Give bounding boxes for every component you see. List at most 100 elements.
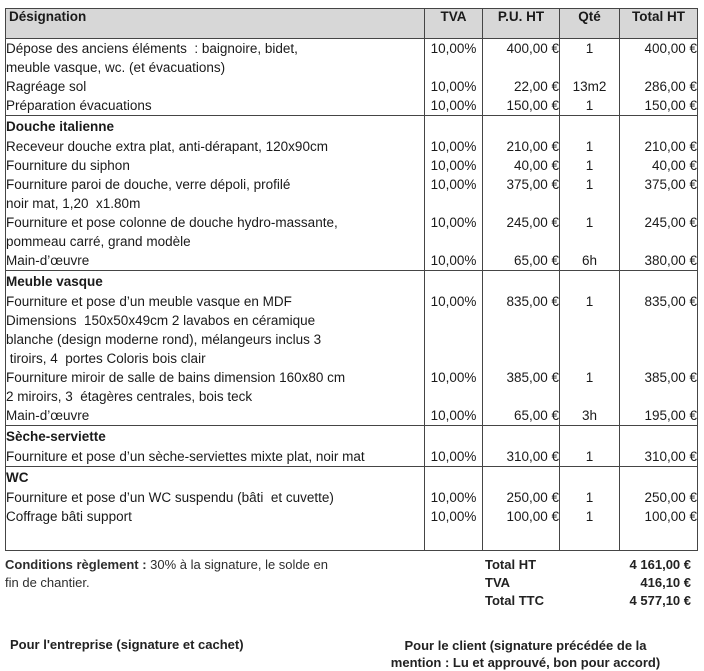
unit-price-cell: 65,00 € xyxy=(482,251,560,271)
column-header-total-ht: Total HT xyxy=(619,8,698,39)
line-total-cell: 385,00 € xyxy=(619,368,698,406)
designation-cell: Fourniture paroi de douche, verre dépoli… xyxy=(5,175,425,213)
designation-line: tiroirs, 4 portes Coloris bois clair xyxy=(6,351,206,366)
item-row: Dépose des anciens éléments : baignoire,… xyxy=(5,38,698,77)
designation-line: meuble vasque, wc. (et évacuations) xyxy=(6,60,226,75)
item-row: Fourniture et pose colonne de douche hyd… xyxy=(5,213,698,251)
item-row: Coffrage bâti support 10,00% 100,00 €1 100,… xyxy=(5,507,698,526)
unit-price-cell: 22,00 € xyxy=(482,77,560,96)
designation-cell: Dépose des anciens éléments : baignoire,… xyxy=(5,38,425,77)
empty-total-cell xyxy=(619,526,698,550)
designation-line: 2 miroirs, 3 étagères centrales, bois te… xyxy=(6,389,253,404)
line-total-cell: 210,00 € xyxy=(619,137,698,156)
tva-cell: 10,00% xyxy=(424,488,483,507)
quantity-cell: 13m2 xyxy=(559,77,620,96)
total-ttc-label: Total TTC xyxy=(485,593,544,608)
line-total-cell: 400,00 € xyxy=(619,38,698,77)
empty-tva-cell xyxy=(424,466,483,488)
unit-price-cell: 385,00 € xyxy=(482,368,560,406)
unit-price-cell: 400,00 € xyxy=(482,38,560,77)
unit-price-cell: 835,00 € xyxy=(482,292,560,368)
line-total-cell: 100,00 € xyxy=(619,507,698,526)
quantity-cell: 1 xyxy=(559,38,620,77)
unit-price-cell: 245,00 € xyxy=(482,213,560,251)
empty-qte-cell xyxy=(559,526,620,550)
empty-total-cell xyxy=(619,115,698,137)
quantity-cell: 1 xyxy=(559,292,620,368)
quantity-cell: 6h xyxy=(559,251,620,271)
tva-cell: 10,00% xyxy=(424,38,483,77)
tva-cell: 10,00% xyxy=(424,96,483,116)
quantity-cell: 1 xyxy=(559,96,620,116)
payment-terms-text: 30% à la signature, le solde en xyxy=(146,557,328,572)
designation-line: Ragréage sol xyxy=(6,79,87,94)
item-row: Fourniture et pose d’un meuble vasque en… xyxy=(5,292,698,368)
total-ht-value: 4 161,00 € xyxy=(629,557,691,572)
totals-block: Total HT 4 161,00 € TVA 416,10 € Total T… xyxy=(485,556,691,610)
tva-label: TVA xyxy=(485,575,511,590)
item-row: Fourniture et pose d’un WC suspendu (bât… xyxy=(5,488,698,507)
empty-total-cell xyxy=(619,466,698,488)
empty-tva-cell xyxy=(424,115,483,137)
designation-line: Préparation évacuations xyxy=(6,98,152,113)
tva-cell: 10,00% xyxy=(424,507,483,526)
item-row: Fourniture et pose d’un sèche-serviettes… xyxy=(5,447,698,467)
empty-pu-cell xyxy=(482,466,560,488)
empty-tva-cell xyxy=(424,270,483,292)
designation-line: Fourniture et pose d’un WC suspendu (bât… xyxy=(6,490,334,505)
empty-tva-cell xyxy=(424,425,483,447)
empty-qte-cell xyxy=(559,466,620,488)
unit-price-cell: 40,00 € xyxy=(482,156,560,175)
designation-line: Dépose des anciens éléments : baignoire,… xyxy=(6,41,298,56)
tva-row: TVA 416,10 € xyxy=(485,574,691,592)
unit-price-cell: 250,00 € xyxy=(482,488,560,507)
total-ht-row: Total HT 4 161,00 € xyxy=(485,556,691,574)
empty-total-cell xyxy=(619,425,698,447)
quote-table: Désignation TVA P.U. HT Qté Total HT Dép… xyxy=(5,8,698,551)
total-ht-label: Total HT xyxy=(485,557,537,572)
quote-table-rows: Dépose des anciens éléments : baignoire,… xyxy=(5,38,698,550)
empty-pu-cell xyxy=(482,270,560,292)
line-total-cell: 380,00 € xyxy=(619,251,698,271)
tva-value: 416,10 € xyxy=(640,575,691,590)
spacer-row xyxy=(5,526,698,550)
tva-cell: 10,00% xyxy=(424,213,483,251)
client-signature-label: Pour le client (signature précédée de la… xyxy=(383,637,668,671)
item-row: Receveur douche extra plat, anti-dérapan… xyxy=(5,137,698,156)
total-ttc-value: 4 577,10 € xyxy=(629,593,691,608)
empty-designation-cell xyxy=(5,526,425,550)
designation-line: Fourniture du siphon xyxy=(6,158,130,173)
line-total-cell: 195,00 € xyxy=(619,406,698,426)
empty-pu-cell xyxy=(482,526,560,550)
unit-price-cell: 65,00 € xyxy=(482,406,560,426)
quantity-cell: 1 xyxy=(559,213,620,251)
designation-line: Fourniture paroi de douche, verre dépoli… xyxy=(6,177,291,192)
empty-qte-cell xyxy=(559,270,620,292)
designation-cell: Fourniture miroir de salle de bains dime… xyxy=(5,368,425,406)
designation-cell: Fourniture et pose colonne de douche hyd… xyxy=(5,213,425,251)
company-signature-label: Pour l'entreprise (signature et cachet) xyxy=(10,637,244,652)
item-row: Main-d’œuvre 10,00% 65,00 €6h 380,00 € xyxy=(5,251,698,271)
quantity-cell: 1 xyxy=(559,137,620,156)
quantity-cell: 1 xyxy=(559,156,620,175)
item-row: Préparation évacuations 10,00% 150,00 €1 15… xyxy=(5,96,698,116)
quantity-cell: 1 xyxy=(559,368,620,406)
designation-line: Main-d’œuvre xyxy=(6,408,90,423)
tva-cell: 10,00% xyxy=(424,137,483,156)
tva-cell: 10,00% xyxy=(424,251,483,271)
payment-terms: Conditions règlement : 30% à la signatur… xyxy=(5,556,373,592)
designation-line: Dimensions 150x50x49cm 2 lavabos en céra… xyxy=(6,313,316,328)
section-title: Meuble vasque xyxy=(5,270,425,292)
client-signature-line1: Pour le client (signature précédée de la xyxy=(404,638,647,653)
quantity-cell: 1 xyxy=(559,447,620,467)
quote-table-container: Désignation TVA P.U. HT Qté Total HT Dép… xyxy=(5,8,698,551)
designation-line: noir mat, 1,20 x1.80m xyxy=(6,196,141,211)
line-total-cell: 150,00 € xyxy=(619,96,698,116)
section-title: WC xyxy=(5,466,425,488)
designation-line: pommeau carré, grand modèle xyxy=(6,234,191,249)
unit-price-cell: 100,00 € xyxy=(482,507,560,526)
empty-qte-cell xyxy=(559,425,620,447)
section-title: Douche italienne xyxy=(5,115,425,137)
column-header-pu-ht: P.U. HT xyxy=(482,8,560,39)
designation-cell: Fourniture et pose d’un meuble vasque en… xyxy=(5,292,425,368)
